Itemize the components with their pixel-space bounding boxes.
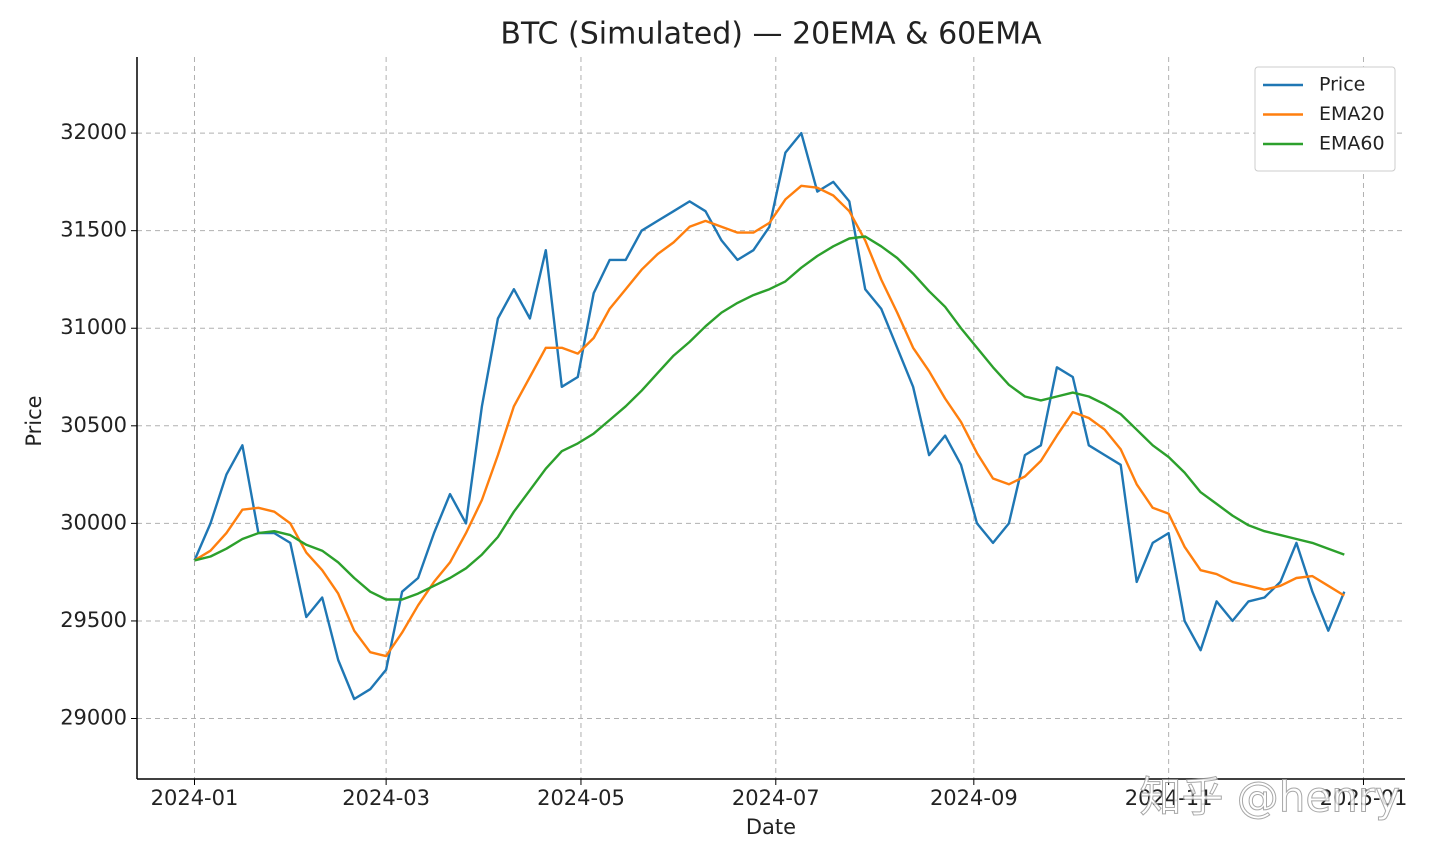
y-tick-label: 29500	[60, 608, 127, 632]
legend-label: EMA20	[1319, 103, 1385, 125]
series-line	[194, 235, 1345, 601]
x-tick-label: 2024-09	[930, 786, 1018, 810]
legend: Price EMA20 EMA60	[1254, 66, 1396, 172]
x-tick-label: 2024-03	[342, 786, 430, 810]
legend-label: Price	[1319, 74, 1365, 96]
x-tick-label: 2024-01	[151, 786, 239, 810]
x-tick-label: 2024-11	[1125, 786, 1213, 810]
y-axis-label: Price	[22, 395, 46, 446]
series-line	[193, 184, 1345, 658]
y-tick-label: 31000	[60, 315, 127, 339]
x-tick-label: 2024-05	[537, 786, 625, 810]
y-tick-label: 31500	[60, 218, 127, 242]
y-tick-label: 30500	[60, 413, 127, 437]
legend-label: EMA60	[1319, 133, 1385, 155]
series-line	[193, 131, 1346, 701]
y-tick-label: 32000	[60, 120, 127, 144]
x-tick-label: 2025-01	[1320, 786, 1408, 810]
y-tick-label: 29000	[60, 706, 127, 730]
y-tick-label: 30000	[60, 510, 127, 534]
chart-title: BTC (Simulated) — 20EMA & 60EMA	[500, 17, 1042, 52]
x-tick-label: 2024-07	[732, 786, 820, 810]
watermark: 知乎 @henry	[1139, 773, 1400, 822]
x-axis-label: Date	[746, 815, 796, 839]
